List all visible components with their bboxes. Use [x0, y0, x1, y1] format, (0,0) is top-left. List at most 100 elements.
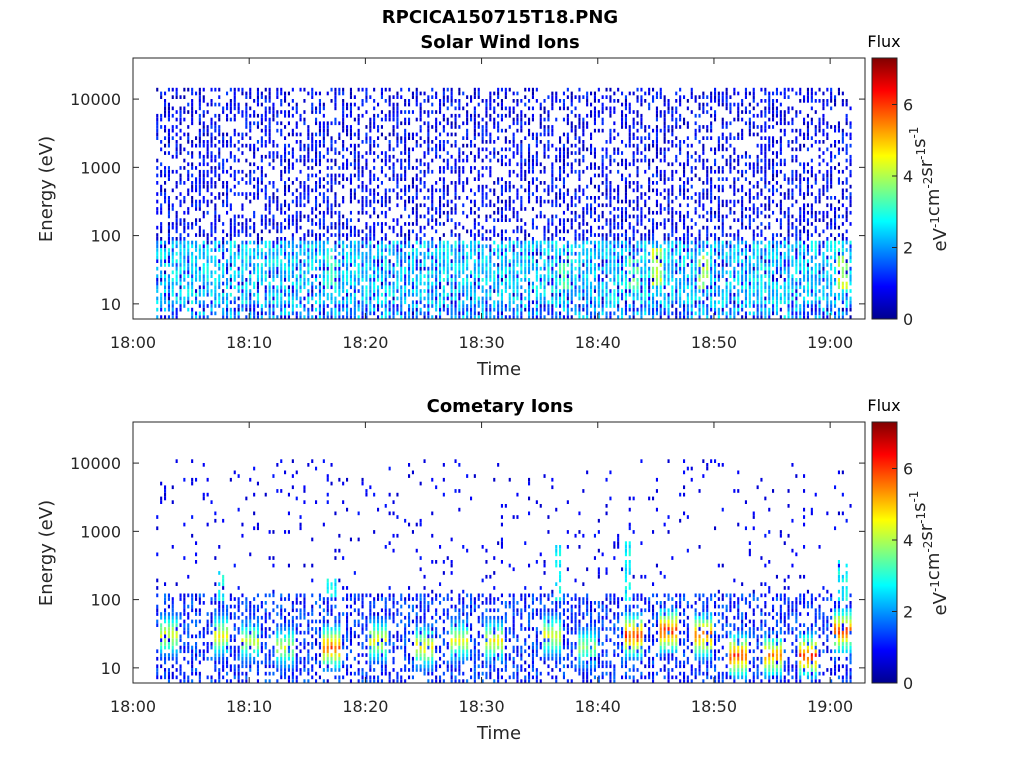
heatmap-cell — [621, 274, 624, 278]
heatmap-cell — [377, 296, 380, 301]
heatmap-cell — [415, 248, 418, 252]
heatmap-cell — [404, 192, 407, 196]
heatmap-cell — [466, 154, 469, 159]
heatmap-cell — [299, 87, 302, 92]
heatmap-cell — [621, 240, 624, 245]
heatmap-cell — [466, 304, 469, 308]
heatmap-cell — [524, 266, 527, 271]
heatmap-cell — [338, 274, 341, 278]
heatmap-cell — [326, 125, 329, 129]
heatmap-cell — [280, 292, 283, 297]
heatmap-cell — [384, 296, 387, 301]
heatmap-cell — [431, 125, 434, 129]
heatmap-cell — [160, 248, 163, 252]
heatmap-cell — [462, 292, 465, 297]
heatmap-cell — [512, 207, 515, 211]
heatmap-cell — [543, 128, 546, 133]
heatmap-cell — [497, 300, 500, 305]
heatmap-cell — [470, 255, 473, 260]
heatmap-cell — [617, 188, 620, 193]
heatmap-cell — [528, 154, 531, 159]
heatmap-cell — [198, 300, 201, 305]
heatmap-cell — [175, 184, 178, 189]
heatmap-cell — [156, 121, 159, 126]
heatmap-cell — [601, 128, 604, 133]
heatmap-cell — [504, 229, 507, 234]
heatmap-cell — [531, 91, 534, 96]
heatmap-cell — [481, 244, 484, 249]
heatmap-cell — [357, 210, 360, 215]
heatmap-cell — [632, 259, 635, 263]
heatmap-cell — [528, 151, 531, 155]
heatmap-cell — [485, 304, 488, 308]
heatmap-cell — [377, 113, 380, 118]
heatmap-cell — [206, 263, 209, 267]
heatmap-cell — [315, 248, 318, 252]
heatmap-cell — [253, 184, 256, 189]
heatmap-cell — [377, 300, 380, 305]
heatmap-cell — [470, 229, 473, 234]
heatmap-cell — [241, 274, 244, 278]
heatmap-cell — [512, 274, 515, 278]
heatmap-cell — [187, 210, 190, 215]
heatmap-cell — [593, 233, 596, 237]
heatmap-cell — [160, 278, 163, 282]
heatmap-cell — [214, 158, 217, 163]
heatmap-cell — [303, 278, 306, 282]
heatmap-cell — [353, 196, 356, 200]
heatmap-cell — [531, 263, 534, 267]
heatmap-cell — [315, 158, 318, 163]
heatmap-cell — [458, 270, 461, 275]
heatmap-cell — [318, 240, 321, 245]
heatmap-cell — [466, 251, 469, 256]
heatmap-cell — [601, 181, 604, 185]
heatmap-cell — [299, 251, 302, 256]
heatmap-cell — [404, 311, 407, 316]
heatmap-cell — [415, 192, 418, 196]
heatmap-cell — [198, 229, 201, 234]
heatmap-cell — [214, 263, 217, 267]
heatmap-cell — [435, 315, 438, 319]
heatmap-cell — [636, 229, 639, 234]
heatmap-cell — [562, 132, 565, 137]
heatmap-cell — [264, 289, 267, 293]
heatmap-cell — [648, 218, 651, 222]
heatmap-cell — [260, 91, 263, 96]
heatmap-cell — [396, 177, 399, 181]
heatmap-cell — [582, 278, 585, 282]
heatmap-cell — [202, 270, 205, 275]
heatmap-cell — [470, 99, 473, 103]
heatmap-cell — [334, 147, 337, 152]
heatmap-cell — [636, 181, 639, 185]
heatmap-cell — [264, 263, 267, 267]
heatmap-cell — [303, 117, 306, 122]
heatmap-cell — [357, 307, 360, 312]
heatmap-cell — [504, 307, 507, 312]
heatmap-cell — [233, 132, 236, 137]
heatmap-cell — [640, 307, 643, 312]
heatmap-cell — [427, 95, 430, 99]
heatmap-cell — [175, 270, 178, 275]
heatmap-cell — [357, 173, 360, 178]
heatmap-cell — [233, 91, 236, 96]
heatmap-cell — [164, 270, 167, 275]
heatmap-cell — [512, 110, 515, 114]
heatmap-cell — [512, 292, 515, 297]
heatmap-cell — [365, 184, 368, 189]
heatmap-cell — [435, 91, 438, 96]
heatmap-cell — [446, 199, 449, 204]
heatmap-cell — [260, 274, 263, 278]
heatmap-cell — [299, 263, 302, 267]
heatmap-cell — [315, 240, 318, 245]
heatmap-cell — [609, 218, 612, 222]
heatmap-cell — [590, 113, 593, 118]
heatmap-cell — [342, 304, 345, 308]
heatmap-cell — [260, 154, 263, 159]
heatmap-cell — [202, 311, 205, 316]
heatmap-cell — [322, 222, 325, 226]
heatmap-cell — [439, 251, 442, 256]
heatmap-cell — [353, 311, 356, 316]
heatmap-cell — [156, 274, 159, 278]
heatmap-cell — [609, 154, 612, 159]
heatmap-cell — [245, 251, 248, 256]
